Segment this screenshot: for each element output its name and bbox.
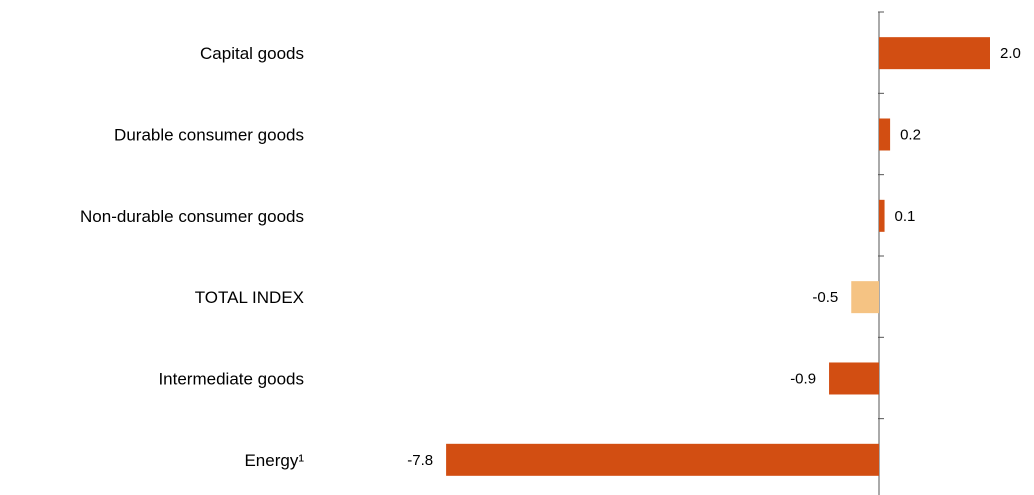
bar[interactable]	[829, 362, 879, 395]
data-label: 0.1	[895, 208, 916, 225]
category-label: Energy¹	[244, 451, 304, 470]
data-label: -0.5	[812, 289, 838, 306]
data-label: 0.2	[900, 126, 921, 143]
bar[interactable]	[851, 281, 879, 314]
category-label: Durable consumer goods	[114, 125, 304, 144]
bar[interactable]	[879, 37, 990, 70]
bar[interactable]	[879, 118, 891, 151]
data-label: 2.0	[1000, 45, 1021, 62]
data-label: -7.8	[407, 452, 433, 469]
data-label: -0.9	[790, 370, 816, 387]
category-label: TOTAL INDEX	[195, 288, 304, 307]
category-label: Non-durable consumer goods	[80, 207, 304, 226]
bar[interactable]	[879, 199, 885, 232]
category-label: Capital goods	[200, 44, 304, 63]
bar[interactable]	[446, 443, 879, 476]
category-label: Intermediate goods	[158, 369, 304, 388]
